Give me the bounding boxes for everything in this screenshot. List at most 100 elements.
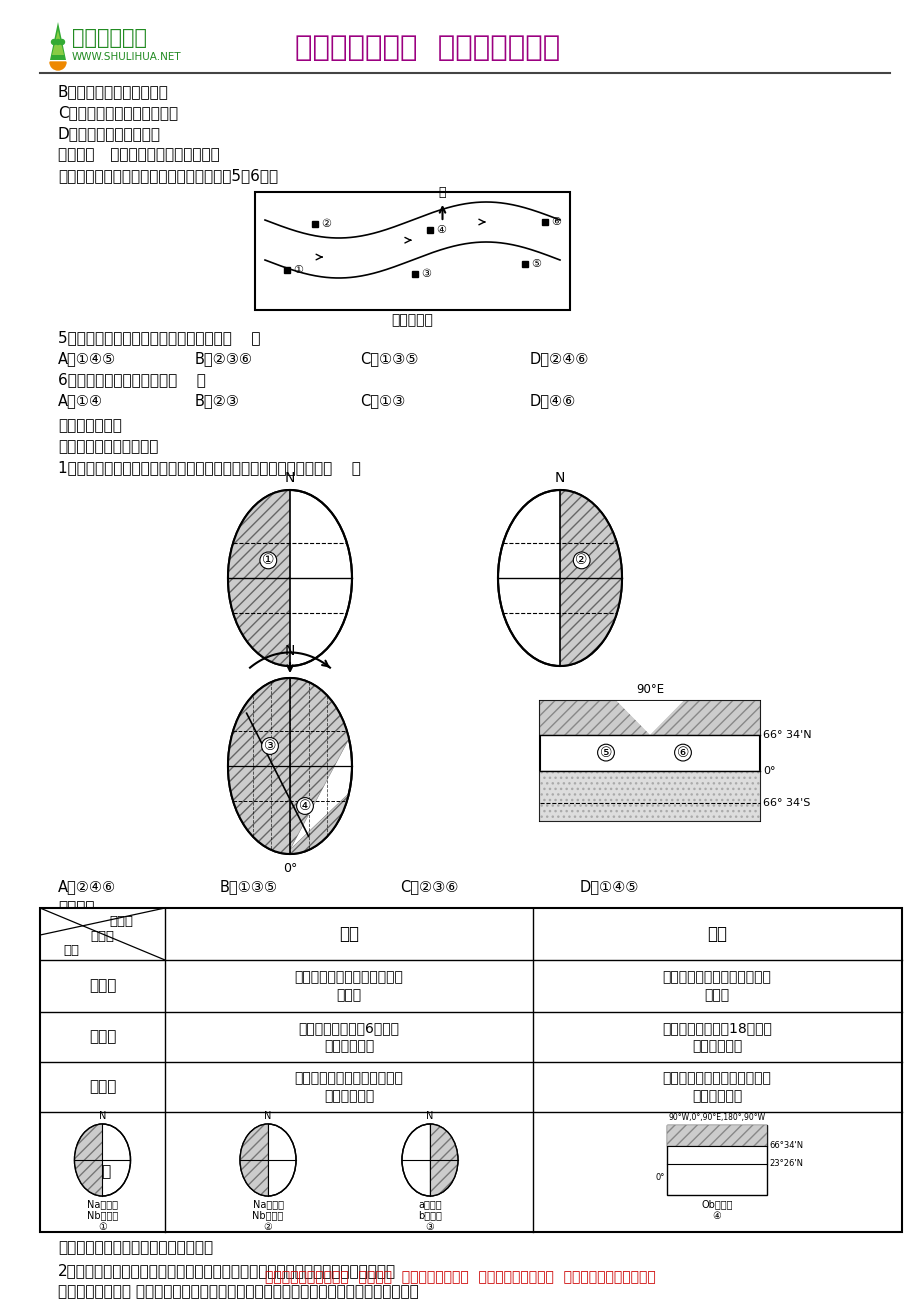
PathPatch shape	[74, 1124, 102, 1197]
Text: B．①③⑤: B．①③⑤	[220, 879, 278, 894]
Text: ③: ③	[264, 740, 276, 753]
Text: 【方法技巧练】: 【方法技巧练】	[58, 418, 121, 434]
Text: 顺地球自转方向，由昼入夜的
分界线: 顺地球自转方向，由昼入夜的 分界线	[662, 970, 771, 1003]
Text: 晨线: 晨线	[338, 924, 358, 943]
PathPatch shape	[228, 490, 289, 667]
Text: 经过赤道上地方时18时的那
条昼夜分界线: 经过赤道上地方时18时的那 条昼夜分界线	[662, 1021, 771, 1053]
Text: 类　型: 类 型	[109, 915, 133, 928]
Text: ①: ①	[262, 553, 274, 568]
Bar	[40, 907, 901, 1232]
Text: B．②③⑥: B．②③⑥	[195, 352, 253, 366]
PathPatch shape	[240, 1124, 267, 1197]
Ellipse shape	[228, 678, 352, 854]
Text: 66° 34'S: 66° 34'S	[762, 798, 810, 809]
Text: 时间法: 时间法	[89, 1030, 116, 1044]
Circle shape	[60, 39, 64, 44]
Bar	[539, 700, 759, 822]
Text: WWW.SHULIHUA.NET: WWW.SHULIHUA.NET	[72, 52, 181, 62]
Text: 方法: 方法	[63, 944, 79, 957]
Polygon shape	[539, 771, 759, 822]
Text: D．①④⑤: D．①④⑤	[579, 879, 639, 894]
Text: 23°26'N: 23°26'N	[768, 1159, 802, 1168]
Text: 0°: 0°	[282, 862, 297, 875]
Text: 昏线: 昏线	[706, 924, 726, 943]
Polygon shape	[52, 30, 64, 55]
Bar	[541, 219, 548, 225]
Bar	[255, 191, 570, 310]
PathPatch shape	[429, 1124, 458, 1197]
Text: 河流示意图: 河流示意图	[391, 312, 433, 327]
Text: C．①③: C．①③	[359, 393, 404, 408]
Bar	[412, 271, 417, 277]
Text: N: N	[425, 1111, 433, 1121]
Text: D．泰晤士河畔曙光初现: D．泰晤士河畔曙光初现	[58, 126, 161, 141]
Text: ⑤: ⑤	[599, 746, 611, 759]
Text: 书利华教育网: 书利华教育网	[72, 29, 147, 48]
Text: ③: ③	[421, 270, 430, 279]
Text: 方位法: 方位法	[89, 1079, 116, 1095]
Text: 90°W,0°,90°E,180°,90°W: 90°W,0°,90°E,180°,90°W	[668, 1113, 765, 1122]
Text: ⑥: ⑥	[550, 217, 561, 227]
Text: A．①④⑤: A．①④⑤	[58, 352, 116, 366]
PathPatch shape	[228, 678, 348, 854]
Bar	[666, 1125, 766, 1195]
Bar	[312, 221, 318, 227]
Text: N: N	[285, 644, 295, 658]
Text: Na为晨线
Nb为昏线
②: Na为晨线 Nb为昏线 ②	[252, 1199, 283, 1232]
Text: 自转法: 自转法	[89, 979, 116, 993]
Polygon shape	[666, 1125, 766, 1146]
Text: a为晨线
b为昏线
③: a为晨线 b为昏线 ③	[417, 1199, 441, 1232]
Text: ④: ④	[299, 799, 311, 812]
Circle shape	[55, 39, 61, 44]
Text: ⑥: ⑥	[676, 746, 688, 759]
Ellipse shape	[228, 490, 352, 667]
Text: D．②④⑥: D．②④⑥	[529, 352, 589, 366]
Text: 1．下列各图中的阴影部分代表黑夜，其中代表晨线的线段数字是（    ）: 1．下列各图中的阴影部分代表黑夜，其中代表晨线的线段数字是（ ）	[58, 460, 360, 475]
Text: 内侧，顺时针转伞 乙同学向转动的伞面顶部滴红墨水，并观察红墨水流动过程。据此完成: 内侧，顺时针转伞 乙同学向转动的伞面顶部滴红墨水，并观察红墨水流动过程。据此完成	[58, 1284, 418, 1299]
Text: 顺地球自转方向，由夜入昼的
分界线: 顺地球自转方向，由夜入昼的 分界线	[294, 970, 403, 1003]
Text: 图示: 图示	[93, 1164, 111, 1180]
Text: 2．用实验模拟沿地表水平运动物体的地转偏向现象：甲同学打开伞，抬头面视伞面: 2．用实验模拟沿地表水平运动物体的地转偏向现象：甲同学打开伞，抬头面视伞面	[58, 1263, 396, 1279]
Bar	[426, 227, 433, 233]
Text: 提供精品打包资料下载  组卷服务  看万节优质课录像  免费下百万教学资源  提供论文写作及发表服务: 提供精品打包资料下载 组卷服务 看万节优质课录像 免费下百万教学资源 提供论文写…	[265, 1269, 654, 1284]
Text: 集网络资源精华  汇名校名师力作: 集网络资源精华 汇名校名师力作	[295, 34, 560, 62]
Text: 夜半球西侧（昼半球的东侧）
的昼夜分界线: 夜半球西侧（昼半球的东侧） 的昼夜分界线	[662, 1070, 771, 1103]
Circle shape	[51, 39, 56, 44]
Bar	[284, 267, 289, 273]
Ellipse shape	[497, 490, 621, 667]
Text: B．②③: B．②③	[195, 393, 240, 408]
Text: ②: ②	[321, 219, 331, 229]
Text: ②: ②	[574, 553, 587, 568]
Text: 0°: 0°	[655, 1173, 664, 1182]
Text: 依　据: 依 据	[90, 930, 114, 943]
Text: 经过赤道上地方时6时的那
条昼夜分界线: 经过赤道上地方时6时的那 条昼夜分界线	[298, 1021, 399, 1053]
Polygon shape	[50, 22, 66, 60]
Text: D．④⑥: D．④⑥	[529, 393, 575, 408]
Polygon shape	[617, 700, 682, 734]
Text: 方法技巧: 方法技巧	[58, 900, 95, 915]
Text: 90°E: 90°E	[635, 684, 664, 697]
Polygon shape	[539, 700, 759, 734]
Text: 0°: 0°	[762, 766, 775, 776]
Text: 北: 北	[438, 186, 446, 199]
PathPatch shape	[560, 490, 621, 667]
Text: A．②④⑥: A．②④⑥	[58, 879, 116, 894]
Polygon shape	[617, 700, 682, 734]
Text: 一、如何判断晨线、昏线: 一、如何判断晨线、昏线	[58, 439, 158, 454]
Text: B．几内亚湾沿岸烈日当空: B．几内亚湾沿岸烈日当空	[58, 85, 169, 99]
Ellipse shape	[402, 1124, 458, 1197]
Text: ⑤: ⑤	[530, 259, 540, 270]
Ellipse shape	[74, 1124, 130, 1197]
Text: ④: ④	[436, 225, 446, 234]
Text: 知识点二   沿地表水平运动物体的偏移: 知识点二 沿地表水平运动物体的偏移	[58, 147, 220, 161]
Text: ①: ①	[292, 266, 302, 275]
Ellipse shape	[240, 1124, 296, 1197]
Text: N: N	[285, 471, 295, 486]
Text: 6．六地中适宜建港口的是（    ）: 6．六地中适宜建港口的是（ ）	[58, 372, 206, 387]
Text: C．①③⑤: C．①③⑤	[359, 352, 418, 366]
Text: A．①④: A．①④	[58, 393, 103, 408]
Text: C．澳大利亚东海岸夜幕深沉: C．澳大利亚东海岸夜幕深沉	[58, 105, 178, 120]
Text: 二、如何判断水平运动物体的偏转方向: 二、如何判断水平运动物体的偏转方向	[58, 1240, 213, 1255]
Text: 66° 34'N: 66° 34'N	[762, 729, 811, 740]
Text: N: N	[264, 1111, 271, 1121]
